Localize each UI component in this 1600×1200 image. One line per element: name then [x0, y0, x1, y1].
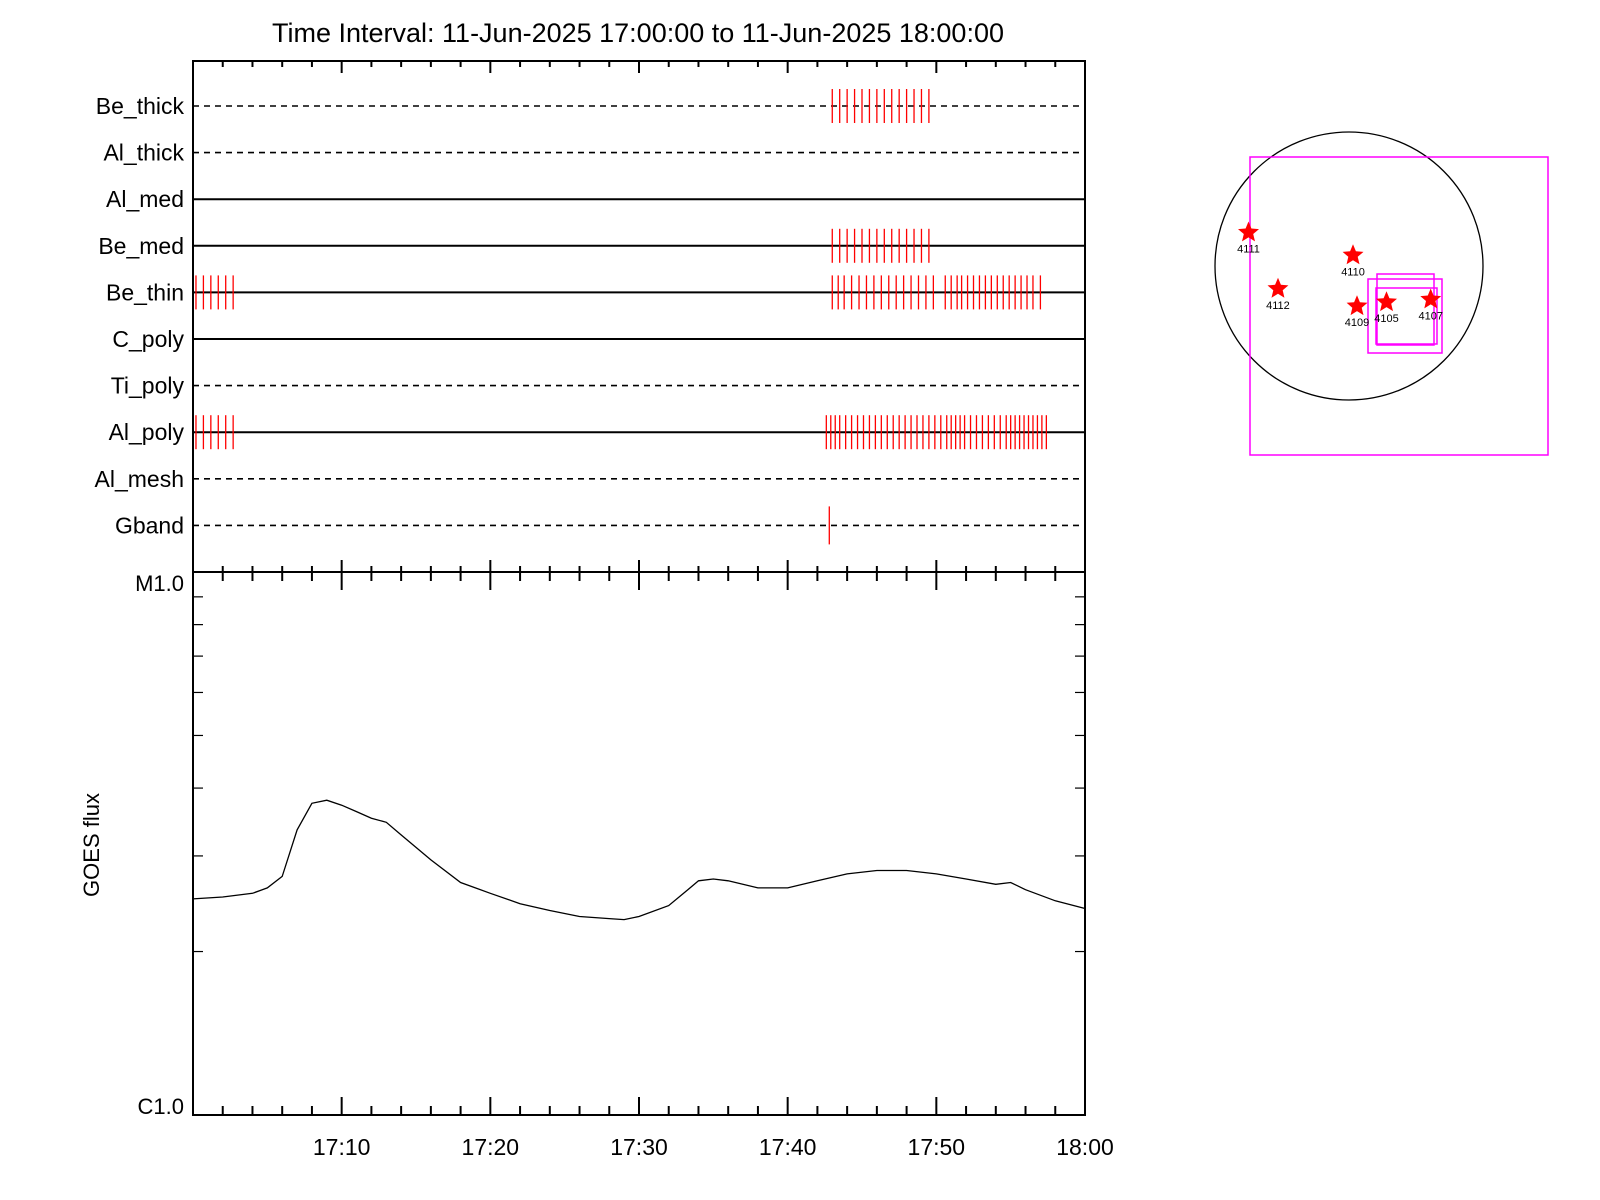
detector-row-label: Al_thick [103, 140, 184, 166]
x-tick-label: 18:00 [1056, 1134, 1114, 1160]
detector-row-label: Al_mesh [95, 466, 184, 492]
active-region-star-icon [1267, 277, 1289, 298]
solar-disk [1214, 131, 1484, 401]
field-of-view-box [1367, 278, 1443, 354]
field-of-view-box [1375, 287, 1438, 345]
active-region-star-icon [1238, 221, 1259, 242]
detector-row-label: Al_med [106, 186, 184, 212]
timeline-frame [192, 60, 1086, 573]
active-region-label: 4110 [1341, 266, 1365, 278]
field-of-view-box [1376, 273, 1435, 346]
x-tick-label: 17:10 [313, 1134, 371, 1160]
flux-frame [192, 571, 1086, 1116]
detector-row-label: C_poly [112, 326, 184, 352]
active-region-star-icon [1342, 244, 1364, 265]
chart-title: Time Interval: 11-Jun-2025 17:00:00 to 1… [272, 18, 1004, 48]
active-region-label: 4111 [1237, 244, 1260, 256]
active-region-label: 4105 [1374, 313, 1398, 325]
goes-flux-panel: 17:10 17:20 17:30 17:40 17:50 18:00 [192, 571, 1114, 1160]
field-of-view-box [1249, 156, 1549, 456]
x-tick-label: 17:50 [908, 1134, 966, 1160]
y-axis-label: GOES flux [79, 793, 104, 897]
x-tick-label: 17:40 [759, 1134, 817, 1160]
active-region-label: 4112 [1266, 300, 1290, 312]
active-region-label: 4109 [1345, 317, 1369, 329]
active-region-label: 4107 [1418, 311, 1442, 323]
y-max-label: M1.0 [135, 571, 184, 596]
detector-row-label: Be_med [98, 233, 184, 259]
detector-row-label: Gband [115, 512, 184, 538]
detector-row-label: Al_poly [109, 419, 185, 445]
x-tick-label: 17:20 [462, 1134, 520, 1160]
y-min-label: C1.0 [138, 1094, 184, 1119]
timeline-panel: Be_thick Al_thick Al_med Be_med Be_thin C_pol… [95, 60, 1086, 573]
active-region-star-icon [1376, 291, 1397, 312]
x-tick-label: 17:30 [610, 1134, 668, 1160]
active-region-star-icon [1420, 288, 1442, 309]
goes-flux-line [192, 799, 1086, 921]
detector-row-label: Be_thick [96, 93, 185, 119]
detector-row-label: Be_thin [106, 279, 184, 305]
solar-disk-map: 4111 4110 4112 4109 4105 4107 [1214, 131, 1549, 456]
active-region-star-icon [1346, 295, 1368, 316]
detector-row-label: Ti_poly [111, 373, 185, 399]
